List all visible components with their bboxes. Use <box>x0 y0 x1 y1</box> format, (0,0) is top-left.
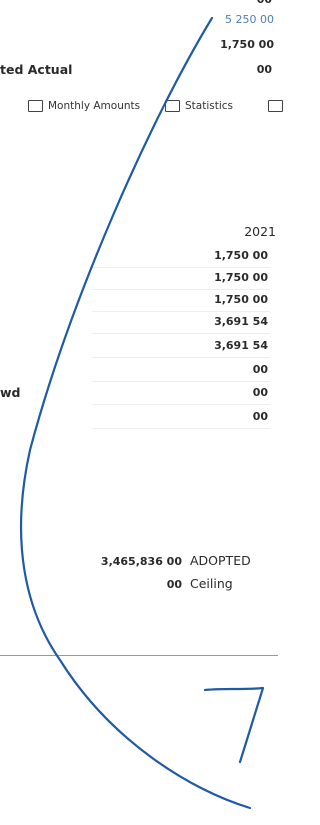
table-value: 3,691 54 <box>214 315 268 329</box>
row-label: wd <box>0 386 21 400</box>
planned-value: 5 250 00 <box>225 13 274 27</box>
folder-icon <box>28 100 43 112</box>
table-value: 1,750 00 <box>214 271 268 285</box>
page: {"summary": {"top_partial": "00", "plann… <box>0 0 278 825</box>
table-row-line <box>92 404 270 405</box>
table-row-line <box>92 311 270 312</box>
table-row-line <box>92 357 270 358</box>
table-row-line <box>92 267 270 268</box>
actual-label-value: 00 <box>257 63 272 77</box>
hand-drawn-arrow <box>0 0 278 825</box>
table-value: 3,691 54 <box>214 339 268 353</box>
table-row-line <box>92 333 270 334</box>
total-status: Ceiling <box>190 577 233 591</box>
divider <box>0 655 278 656</box>
actual-label: ted Actual <box>0 63 72 77</box>
folder-icon <box>268 100 283 112</box>
table-row-line <box>92 381 270 382</box>
top-value: 00 <box>257 0 272 7</box>
folder-icon <box>165 100 180 112</box>
arrow-curve <box>21 18 250 808</box>
arrow-head <box>205 688 263 762</box>
table-value: 00 <box>253 410 268 424</box>
table-value: 1,750 00 <box>214 249 268 263</box>
monthly-amounts-tab[interactable]: Monthly Amounts <box>48 99 140 113</box>
year-header: 2021 <box>244 225 276 239</box>
table-row-line <box>92 428 270 429</box>
total-status: ADOPTED <box>190 554 251 568</box>
statistics-tab[interactable]: Statistics <box>185 99 233 113</box>
table-value: 1,750 00 <box>214 293 268 307</box>
total-value: 00 <box>167 578 182 592</box>
total-value: 3,465,836 00 <box>101 555 182 569</box>
table-row-line <box>92 289 270 290</box>
table-value: 00 <box>253 363 268 377</box>
actual-value: 1,750 00 <box>220 38 274 52</box>
table-value: 00 <box>253 386 268 400</box>
